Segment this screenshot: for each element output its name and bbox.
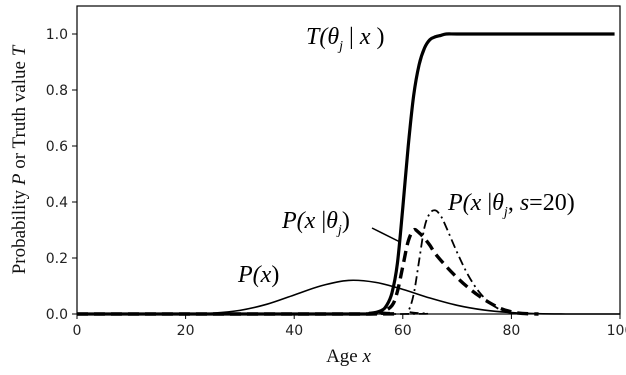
series-line-T: [77, 32, 615, 316]
series-line-px: [77, 279, 620, 315]
y-tick-label: 0.4: [46, 195, 68, 211]
x-tick-label: 80: [502, 323, 520, 339]
x-tick-label: 100: [607, 323, 626, 339]
annotation-truth-function: T(θj | x ): [306, 24, 385, 54]
annotation-pointer-line: [371, 227, 401, 243]
x-tick-label: 20: [177, 323, 195, 339]
y-tick-label: 0.6: [46, 139, 68, 155]
annotation-conditional-prob: P(x |θj): [281, 208, 350, 238]
annotation-prior-prob: P(x): [237, 262, 279, 288]
series-group: [77, 32, 620, 316]
x-axis-label: Age x: [326, 346, 371, 367]
series-line-pxtheta_s20: [77, 209, 523, 315]
y-tick-label: 0.0: [46, 307, 68, 323]
series-line-pxtheta: [77, 227, 539, 316]
x-tick-label: 0: [73, 323, 82, 339]
y-tick-label: 1.0: [46, 27, 68, 43]
axes: 0 20 40 60 80 100 0.0 0.2 0.4 0.6 0.8 1.0 Age x Proba…: [9, 5, 626, 367]
annotations: T(θj | x ) P(x |θj) P(x |θj, s=20) P(x): [237, 24, 575, 288]
plot-frame: [76, 5, 621, 315]
x-tick-label: 40: [285, 323, 303, 339]
annotation-conditional-prob-s20: P(x |θj, s=20): [447, 190, 575, 220]
y-tick-label: 0.8: [46, 83, 68, 99]
x-tick-label: 60: [394, 323, 412, 339]
y-tick-label: 0.2: [46, 251, 68, 267]
y-axis-label: Probability P or Truth value T: [9, 44, 30, 274]
